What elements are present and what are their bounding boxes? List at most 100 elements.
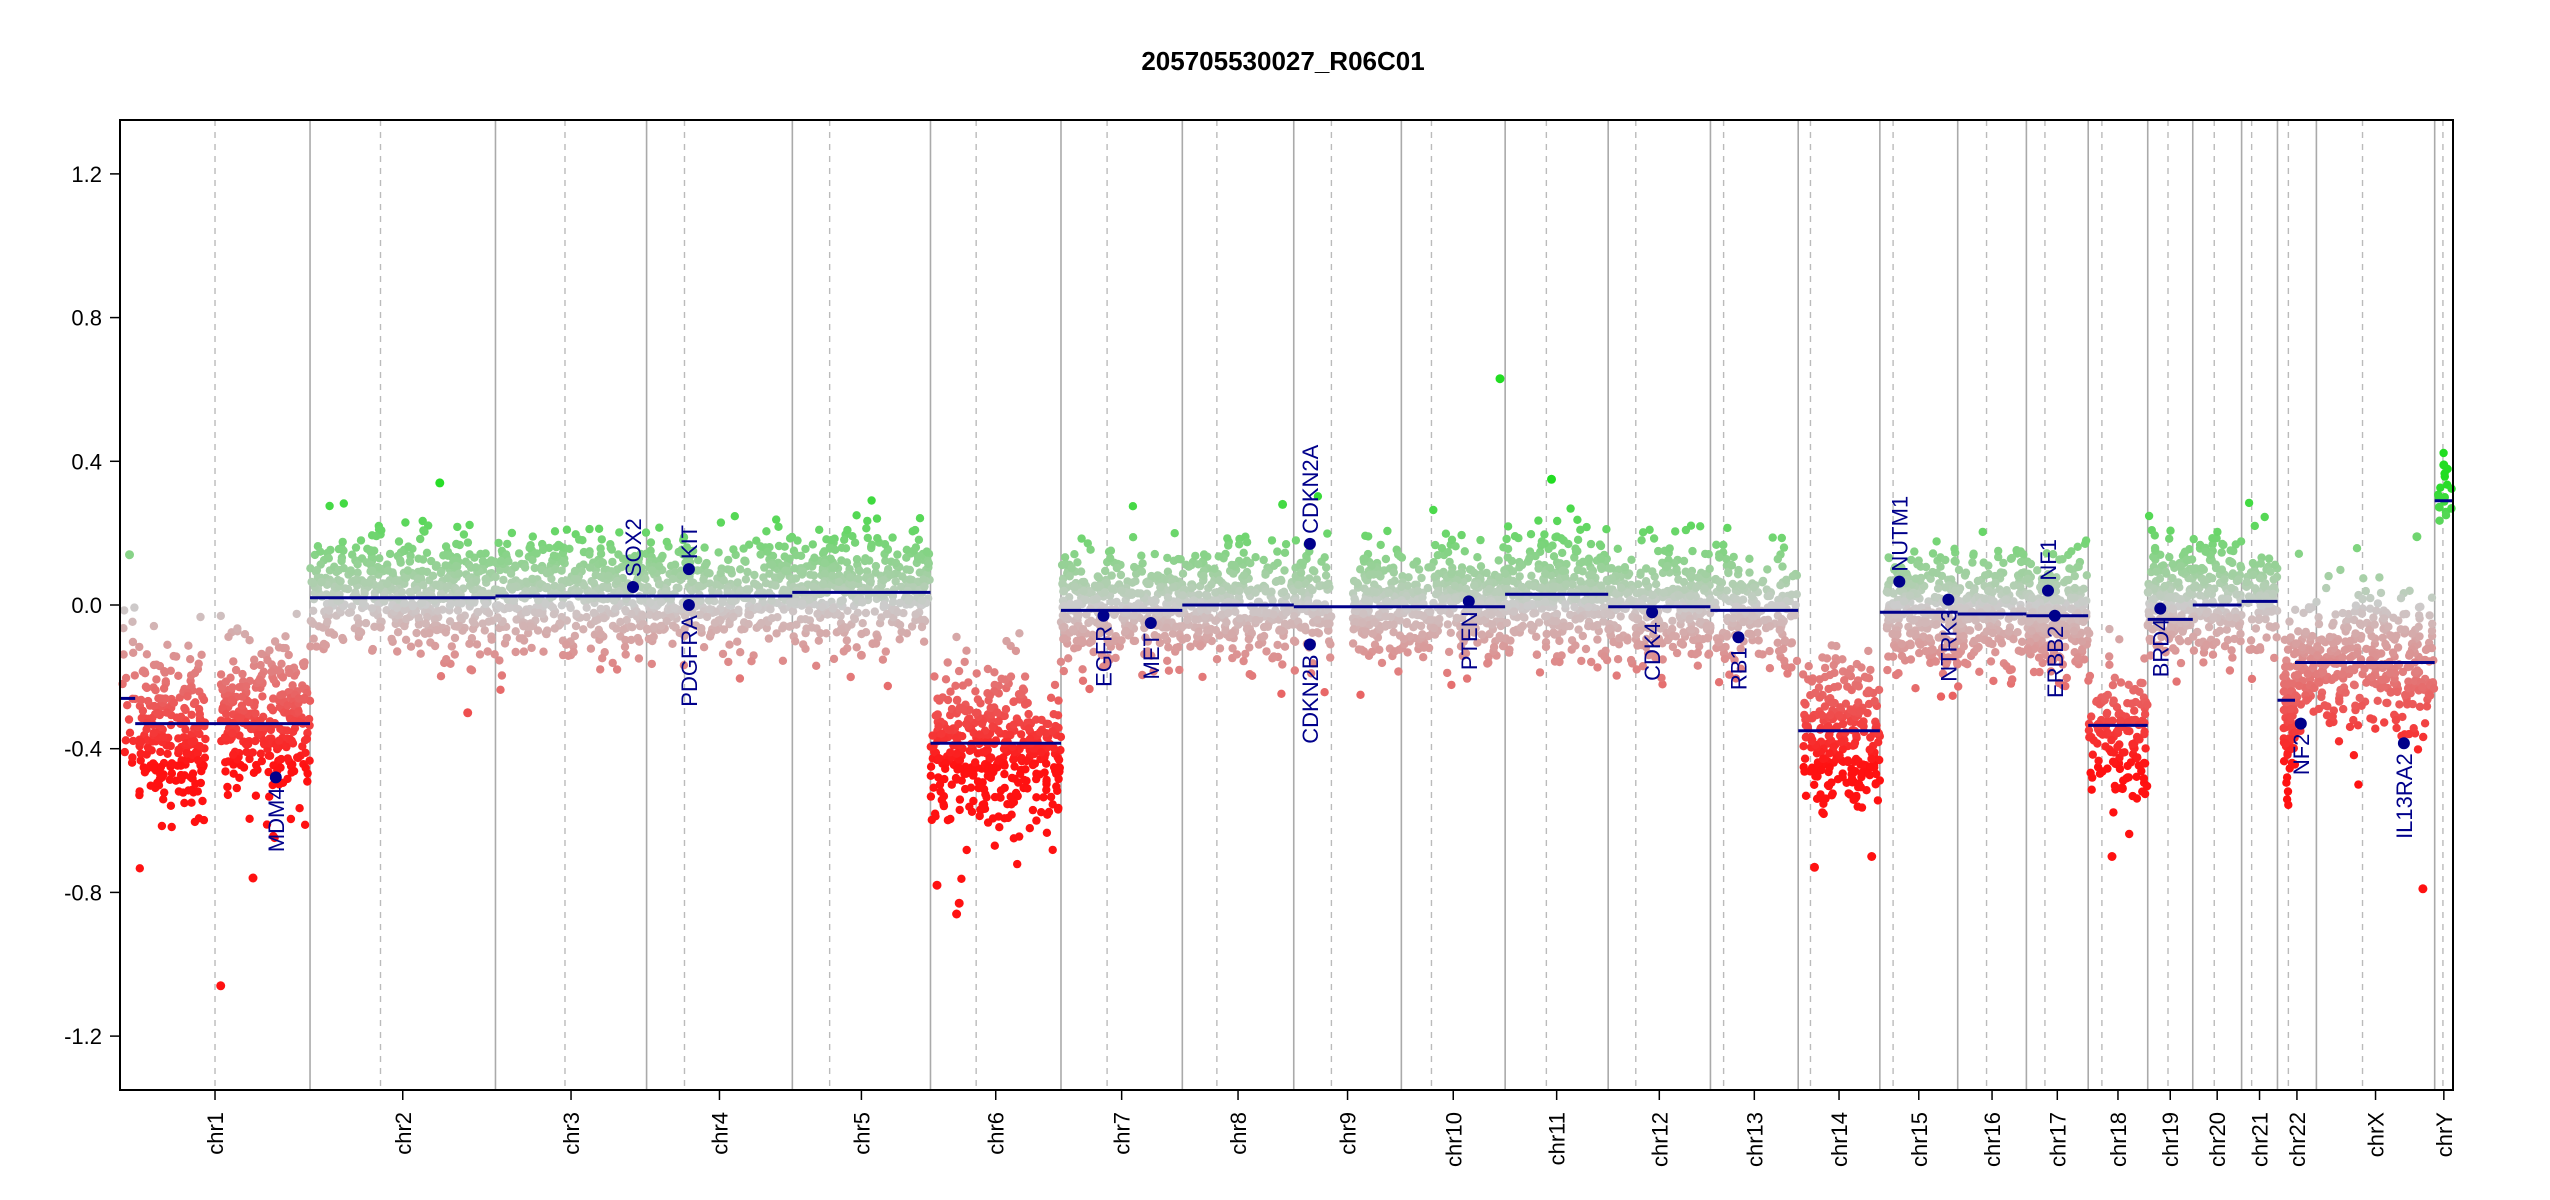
probe-point (962, 719, 971, 728)
probe-point (954, 719, 963, 729)
probe-point (1765, 622, 1775, 631)
probe-point (1586, 539, 1596, 549)
probe-point (1597, 595, 1606, 605)
probe-point (593, 615, 602, 624)
probe-point (934, 754, 944, 763)
probe-point (1022, 776, 1031, 785)
probe-point (476, 549, 485, 559)
probe-point (882, 609, 891, 619)
probe-point (617, 563, 626, 572)
probe-point (570, 631, 580, 641)
probe-point (872, 514, 882, 523)
probe-point (193, 755, 203, 765)
probe-point (163, 640, 172, 649)
probe-point (655, 523, 664, 532)
probe-point (1506, 636, 1515, 645)
probe-point (596, 549, 606, 559)
probe-point (1280, 642, 1290, 651)
probe-point (988, 764, 997, 773)
probe-point (724, 657, 733, 667)
probe-point (240, 630, 250, 639)
probe-point (1232, 650, 1242, 659)
probe-point (1308, 628, 1317, 637)
probe-point (1800, 754, 1810, 763)
probe-point (425, 629, 434, 638)
probe-point (1747, 592, 1757, 601)
probe-point (128, 637, 138, 647)
probe-point (729, 612, 738, 622)
probe-point (599, 613, 609, 623)
probe-point (414, 554, 423, 563)
probe-point (287, 736, 296, 745)
probe-point (926, 792, 936, 801)
probe-point (850, 615, 860, 624)
probe-point (511, 604, 521, 613)
probe-point (177, 775, 186, 784)
probe-point (199, 695, 209, 705)
probe-point (1361, 627, 1371, 636)
probe-point (119, 624, 128, 633)
probe-point (136, 737, 146, 747)
probe-point (1239, 571, 1249, 580)
probe-point (251, 709, 260, 718)
probe-point (1015, 629, 1024, 638)
probe-point (761, 579, 771, 588)
probe-point (1573, 565, 1583, 575)
probe-point (196, 612, 205, 622)
probe-point (128, 753, 137, 762)
probe-point (270, 637, 280, 646)
probe-point (1501, 569, 1510, 578)
probe-point (493, 613, 502, 623)
probe-point (526, 622, 535, 631)
probe-point (945, 725, 954, 735)
probe-point (1059, 586, 1069, 596)
probe-point (703, 568, 712, 577)
probe-point (456, 613, 465, 623)
probe-point (1509, 607, 1519, 616)
probe-point (1381, 620, 1391, 630)
probe-point (538, 545, 548, 555)
probe-point (259, 739, 269, 749)
probe-point (628, 599, 637, 608)
probe-point (1792, 656, 1802, 666)
probe-point (245, 636, 254, 645)
probe-point (1636, 568, 1645, 577)
probe-point (815, 525, 824, 534)
probe-point (339, 499, 348, 508)
probe-point (223, 790, 233, 800)
probe-point (237, 701, 247, 710)
probe-point (1600, 652, 1609, 661)
probe-point (557, 601, 566, 610)
probe-point (983, 664, 993, 674)
probe-point (193, 787, 202, 796)
probe-point (1714, 678, 1724, 687)
probe-point (969, 796, 978, 806)
probe-point (1210, 564, 1219, 573)
probe-point (860, 556, 870, 566)
probe-point (432, 625, 442, 635)
probe-point (1581, 585, 1590, 594)
probe-point (798, 567, 807, 576)
probe-point (1394, 667, 1403, 676)
probe-point (1229, 561, 1239, 570)
probe-point (861, 608, 871, 618)
probe-point (772, 515, 781, 524)
probe-point (267, 667, 276, 676)
probe-point (766, 605, 775, 614)
probe-point (1549, 552, 1559, 561)
probe-point (295, 804, 304, 813)
probe-point (505, 603, 514, 613)
probe-point (1261, 587, 1270, 596)
probe-point (1128, 533, 1138, 542)
probe-point (223, 782, 232, 792)
probe-point (579, 625, 588, 634)
probe-point (306, 564, 315, 573)
probe-point (1039, 793, 1048, 802)
probe-point (550, 624, 559, 633)
probe-point (1576, 577, 1585, 586)
probe-point (666, 561, 676, 571)
probe-point (818, 602, 827, 611)
probe-point (893, 550, 902, 559)
probe-point (128, 617, 137, 626)
